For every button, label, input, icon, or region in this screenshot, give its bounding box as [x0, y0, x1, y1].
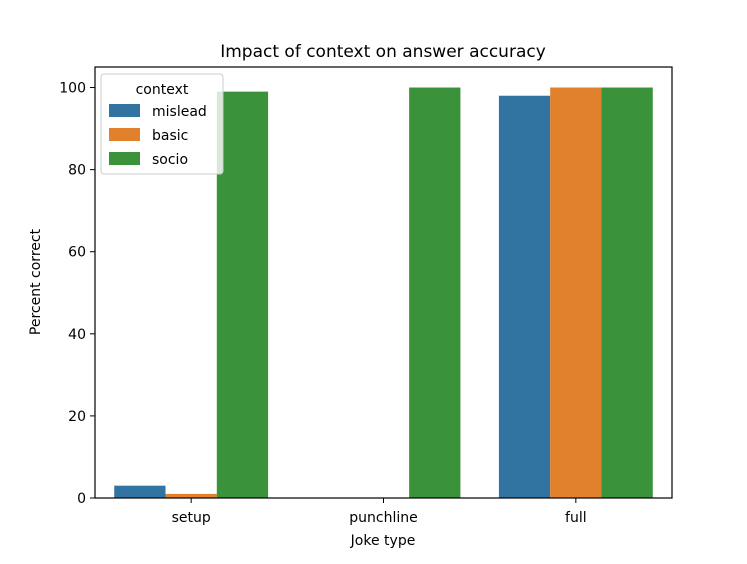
legend-swatch-basic — [109, 128, 140, 141]
axes-layer: setup punchline full 0 20 40 60 80 100 — [59, 66, 673, 526]
legend-label-mislead: mislead — [152, 104, 207, 120]
y-tick-label: 40 — [68, 327, 86, 343]
bar-socio-punchline — [409, 87, 461, 499]
y-axis-label: Percent correct — [28, 228, 44, 335]
bars-layer — [114, 87, 653, 499]
bar-socio-full — [601, 87, 653, 499]
x-tick-label: punchline — [349, 510, 417, 526]
plot-frame — [94, 66, 673, 499]
bar-basic-setup — [165, 493, 217, 498]
legend-swatch-mislead — [109, 104, 140, 117]
x-axis-label: Joke type — [350, 533, 416, 549]
legend-label-socio: socio — [152, 152, 188, 168]
y-tick-label: 60 — [68, 245, 86, 261]
bar-basic-full — [550, 87, 602, 499]
chart-title: Impact of context on answer accuracy — [220, 42, 546, 62]
bar-socio-setup — [216, 91, 269, 498]
legend-frame — [100, 73, 224, 175]
x-tick-label: full — [565, 510, 587, 526]
bar-mislead-setup — [114, 485, 166, 498]
x-tick-label: setup — [172, 510, 211, 526]
bar-mislead-full — [498, 95, 551, 498]
legend: context mislead basic socio — [100, 73, 224, 175]
legend-swatch-socio — [109, 152, 140, 165]
y-tick-label: 20 — [68, 409, 86, 425]
legend-label-basic: basic — [152, 128, 188, 144]
legend-title: context — [136, 82, 189, 98]
y-tick-label: 0 — [77, 491, 86, 507]
y-tick-label: 100 — [59, 81, 86, 97]
y-tick-label: 80 — [68, 163, 86, 179]
